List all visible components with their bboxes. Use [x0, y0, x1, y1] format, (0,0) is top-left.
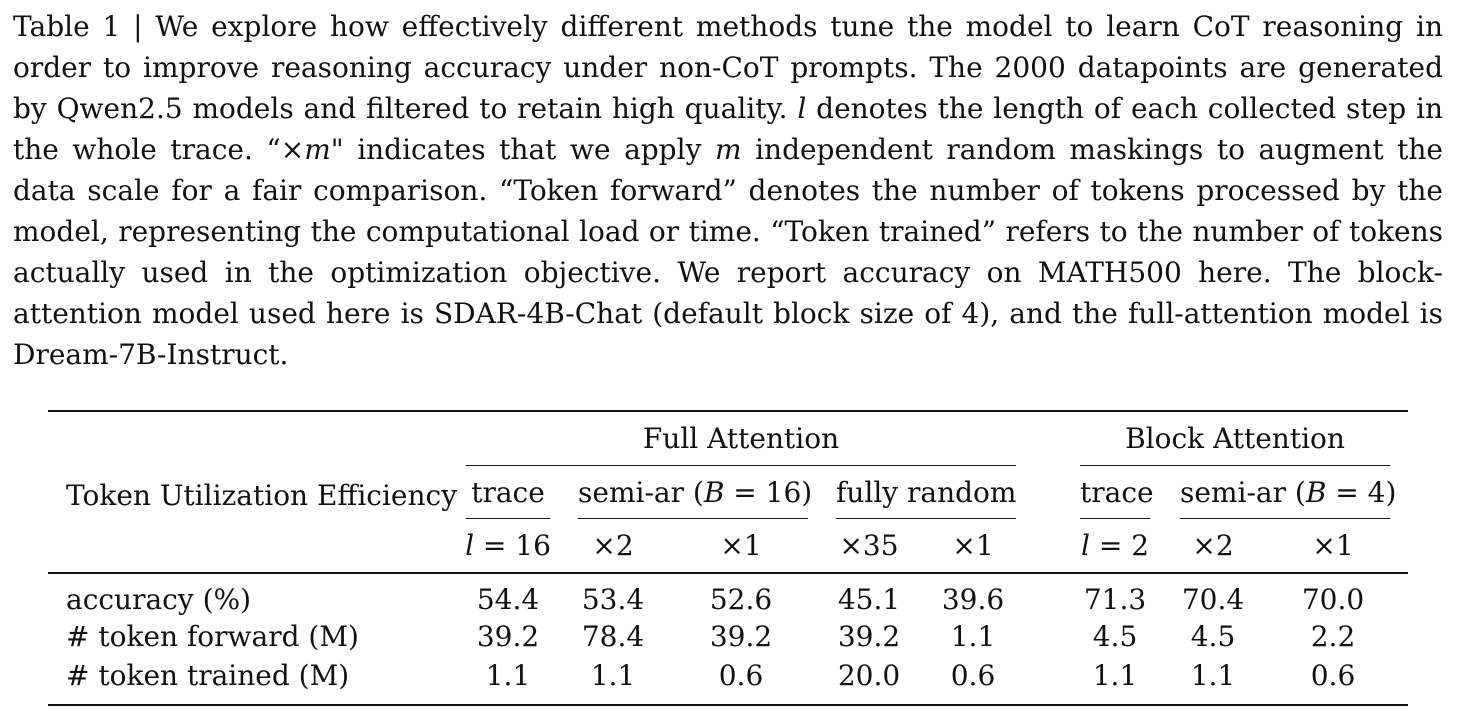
table-cell: 54.4 [476, 583, 540, 616]
row-label-token-forward: # token forward (M) [66, 620, 359, 653]
setting-full-semi-x2: ×2 [592, 529, 634, 562]
method-full-semi-ar: semi-ar (B = 16) [578, 476, 812, 509]
method-block-semi-var: B [1305, 476, 1327, 509]
method-full-semi-prefix: semi-ar ( [578, 476, 704, 509]
table-cell: 1.1 [485, 659, 531, 692]
caption-var-m-2: m [714, 133, 742, 166]
full-attention-rule [466, 465, 1016, 467]
table-cell: 4.5 [1092, 620, 1138, 653]
table-cell: 1.1 [1190, 659, 1236, 692]
table-cell: 52.6 [709, 583, 773, 616]
table-mid-rule [48, 572, 1408, 574]
method-block-trace: trace [1080, 476, 1154, 509]
table-bottom-rule [48, 704, 1408, 706]
table-cell: 39.2 [476, 620, 540, 653]
setting-full-trace: l = 16 [458, 530, 558, 562]
setting-full-rand-x35: ×35 [839, 529, 899, 562]
table-cell: 78.4 [581, 620, 645, 653]
table-cell: 1.1 [1092, 659, 1138, 692]
block-semi-rule [1180, 518, 1390, 520]
block-attention-rule [1080, 465, 1390, 467]
caption-label: Table 1 [13, 10, 121, 43]
group-header-full-attention: Full Attention [642, 422, 840, 455]
table-cell: 53.4 [581, 583, 645, 616]
caption-var-l: l [797, 92, 807, 125]
table-cell: 70.4 [1181, 583, 1245, 616]
full-trace-rule [466, 518, 550, 520]
setting-block-semi-x2: ×2 [1192, 529, 1234, 562]
table-cell: 0.6 [950, 659, 996, 692]
caption-text-2: denotes the length of each collected ste… [13, 92, 1443, 166]
table-top-rule [48, 410, 1408, 412]
setting-full-semi-x1: ×1 [720, 529, 762, 562]
setting-block-semi-x1: ×1 [1312, 529, 1354, 562]
caption-text-1: We explore how effectively different met… [13, 10, 1443, 125]
row-label-token-trained: # token trained (M) [66, 659, 350, 692]
method-full-semi-var: B [703, 476, 725, 509]
table-cell: 70.0 [1301, 583, 1365, 616]
caption-text-4: independent random maskings to augment t… [13, 133, 1443, 371]
table-cell: 39.2 [709, 620, 773, 653]
table-cell: 45.1 [837, 583, 901, 616]
table-cell: 39.6 [941, 583, 1005, 616]
method-block-semi-prefix: semi-ar ( [1180, 476, 1306, 509]
setting-full-trace-var: l [465, 529, 475, 562]
method-full-semi-suffix: = 16) [724, 476, 813, 509]
table-caption: Table 1 | We explore how effectively dif… [13, 6, 1443, 375]
table-cell: 4.5 [1190, 620, 1236, 653]
full-semi-rule [578, 518, 808, 520]
table-cell: 1.1 [590, 659, 636, 692]
method-full-trace: trace [471, 476, 545, 509]
row-header-title: Token Utilization Efficiency [66, 479, 458, 512]
table-cell: 0.6 [1310, 659, 1356, 692]
table-cell: 20.0 [837, 659, 901, 692]
table-cell: 1.1 [950, 620, 996, 653]
setting-block-trace-val: = 2 [1089, 529, 1150, 562]
caption-var-m: m [304, 133, 331, 166]
table-cell: 71.3 [1083, 583, 1147, 616]
table-cell: 2.2 [1310, 620, 1356, 653]
method-block-semi-suffix: = 4) [1326, 476, 1397, 509]
caption-text-3: " indicates that we apply [330, 133, 715, 166]
setting-full-trace-val: = 16 [474, 529, 551, 562]
table-cell: 0.6 [718, 659, 764, 692]
caption-separator: | [120, 10, 156, 43]
row-label-accuracy: accuracy (%) [66, 583, 252, 616]
group-header-block-attention: Block Attention [1125, 422, 1345, 455]
method-block-semi-ar: semi-ar (B = 4) [1180, 476, 1396, 509]
setting-block-trace-var: l [1080, 529, 1090, 562]
block-trace-rule [1080, 518, 1150, 520]
table-cell: 39.2 [837, 620, 901, 653]
setting-full-rand-x1: ×1 [952, 529, 994, 562]
setting-block-trace: l = 2 [1070, 530, 1160, 562]
method-full-random: fully random [836, 476, 1017, 509]
full-random-rule [836, 518, 1016, 520]
